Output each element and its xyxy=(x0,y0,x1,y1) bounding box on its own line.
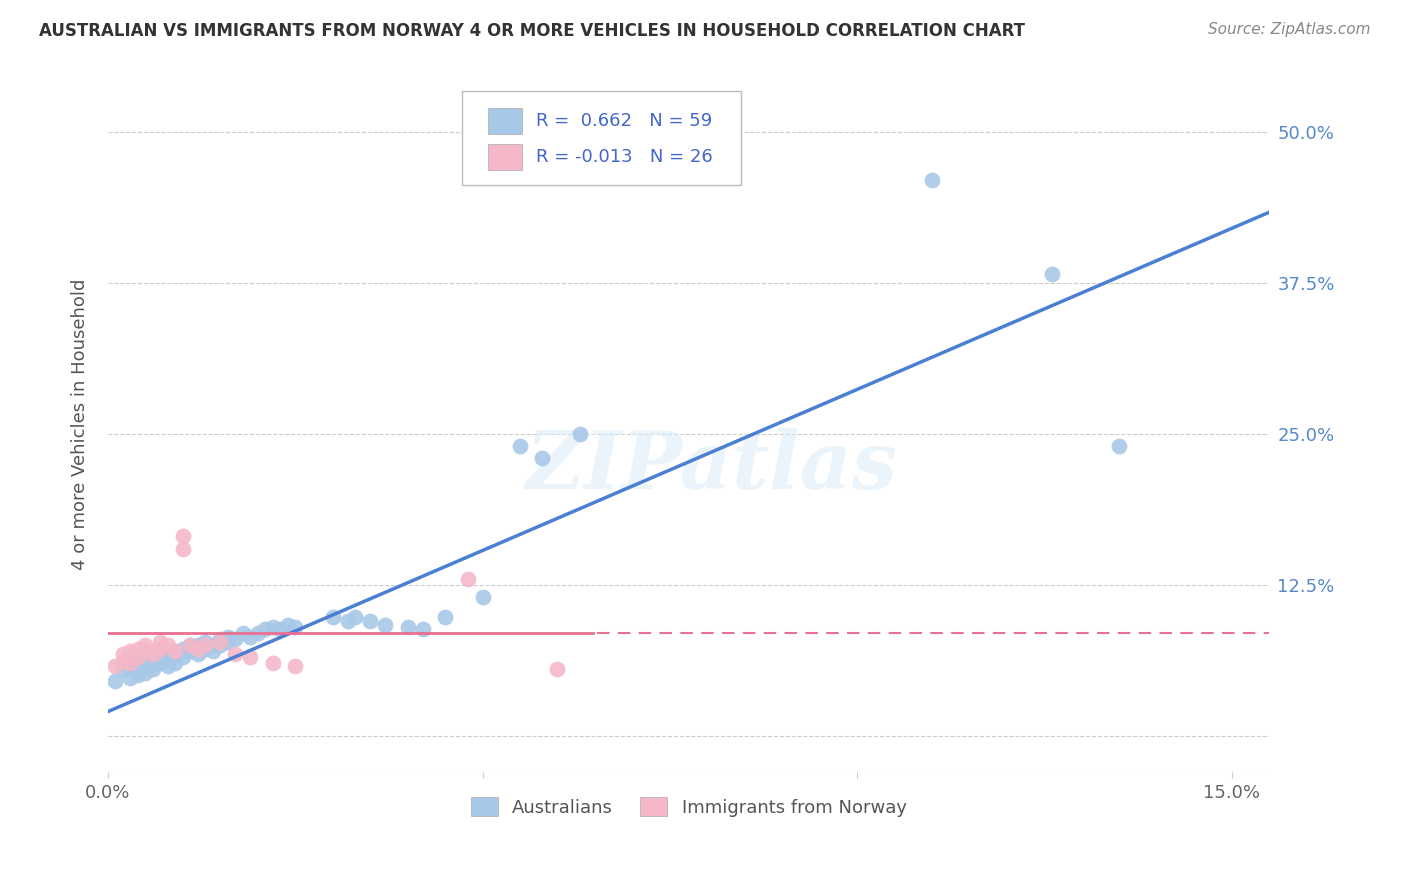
Point xyxy=(111,654,134,668)
Point xyxy=(412,623,434,637)
Point xyxy=(531,450,554,465)
Text: ZIPatlas: ZIPatlas xyxy=(526,427,898,505)
Point xyxy=(134,638,156,652)
Point xyxy=(322,610,344,624)
Point xyxy=(187,638,209,652)
Point xyxy=(921,173,943,187)
Point xyxy=(1040,268,1063,282)
Point xyxy=(142,657,165,671)
Point xyxy=(217,630,239,644)
Point xyxy=(277,617,299,632)
Point xyxy=(172,650,194,665)
Point xyxy=(194,641,217,656)
Point xyxy=(262,620,284,634)
Point xyxy=(509,439,531,453)
Point xyxy=(201,638,224,652)
Point xyxy=(194,634,217,648)
Point xyxy=(127,662,149,676)
Point xyxy=(120,657,142,671)
Point xyxy=(179,638,201,652)
Point xyxy=(209,634,232,648)
Point xyxy=(134,658,156,673)
Point xyxy=(224,632,246,646)
Point xyxy=(120,658,142,673)
Point xyxy=(471,590,494,604)
Point xyxy=(374,617,396,632)
Point xyxy=(104,674,127,689)
Point xyxy=(336,614,359,628)
Point xyxy=(187,641,209,656)
Point xyxy=(239,630,262,644)
Point xyxy=(194,638,217,652)
Point xyxy=(172,529,194,543)
Point xyxy=(127,641,149,656)
Point xyxy=(111,662,134,676)
Point xyxy=(134,665,156,680)
Point xyxy=(246,626,269,640)
Point xyxy=(359,614,381,628)
Point xyxy=(111,657,134,671)
Point xyxy=(127,657,149,671)
Point xyxy=(134,644,156,658)
Point xyxy=(172,641,194,656)
Point xyxy=(254,623,277,637)
Point xyxy=(568,426,591,441)
Point xyxy=(165,657,187,671)
FancyBboxPatch shape xyxy=(488,144,523,170)
Point xyxy=(546,662,568,676)
Y-axis label: 4 or more Vehicles in Household: 4 or more Vehicles in Household xyxy=(72,279,89,570)
Point xyxy=(224,647,246,661)
Point xyxy=(232,626,254,640)
Point xyxy=(156,650,179,665)
Point xyxy=(156,658,179,673)
Point xyxy=(142,662,165,676)
Text: Source: ZipAtlas.com: Source: ZipAtlas.com xyxy=(1208,22,1371,37)
Point xyxy=(269,623,291,637)
Point xyxy=(104,658,127,673)
Point xyxy=(165,644,187,658)
Point xyxy=(344,610,367,624)
Text: R = -0.013   N = 26: R = -0.013 N = 26 xyxy=(537,148,713,166)
FancyBboxPatch shape xyxy=(488,108,523,134)
Point xyxy=(239,650,262,665)
Point xyxy=(172,541,194,556)
Point xyxy=(134,650,156,665)
Point xyxy=(120,654,142,668)
Text: R =  0.662   N = 59: R = 0.662 N = 59 xyxy=(537,112,713,130)
Point xyxy=(120,671,142,685)
Point xyxy=(149,641,172,656)
Point xyxy=(217,634,239,648)
Point xyxy=(284,658,307,673)
Point xyxy=(111,647,134,661)
FancyBboxPatch shape xyxy=(463,91,741,186)
Point xyxy=(149,657,172,671)
Legend: Australians, Immigrants from Norway: Australians, Immigrants from Norway xyxy=(464,790,914,824)
Point xyxy=(1108,439,1130,453)
Point xyxy=(209,632,232,646)
Point xyxy=(142,647,165,661)
Text: AUSTRALIAN VS IMMIGRANTS FROM NORWAY 4 OR MORE VEHICLES IN HOUSEHOLD CORRELATION: AUSTRALIAN VS IMMIGRANTS FROM NORWAY 4 O… xyxy=(39,22,1025,40)
Point xyxy=(457,572,479,586)
Point xyxy=(127,650,149,665)
Point xyxy=(127,668,149,682)
Point xyxy=(165,647,187,661)
Point xyxy=(149,644,172,658)
Point xyxy=(149,634,172,648)
Point xyxy=(209,638,232,652)
Point xyxy=(434,610,457,624)
Point xyxy=(149,650,172,665)
Point xyxy=(187,647,209,661)
Point xyxy=(284,620,307,634)
Point xyxy=(120,644,142,658)
Point xyxy=(262,657,284,671)
Point xyxy=(156,638,179,652)
Point xyxy=(179,638,201,652)
Point xyxy=(201,644,224,658)
Point xyxy=(179,644,201,658)
Point xyxy=(396,620,419,634)
